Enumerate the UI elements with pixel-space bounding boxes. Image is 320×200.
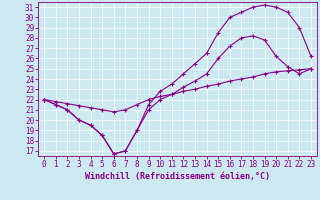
X-axis label: Windchill (Refroidissement éolien,°C): Windchill (Refroidissement éolien,°C) xyxy=(85,172,270,181)
